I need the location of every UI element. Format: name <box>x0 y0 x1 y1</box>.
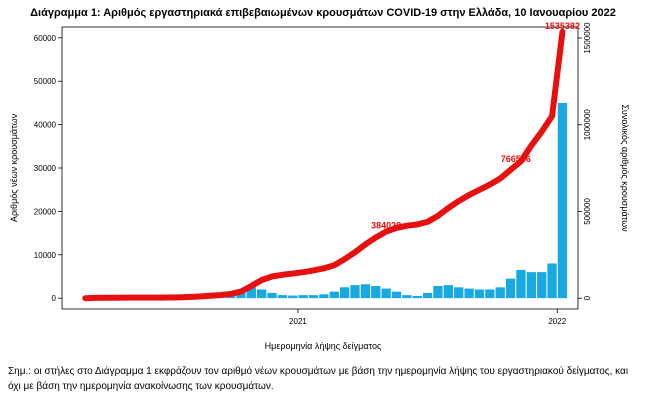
bar <box>381 288 391 299</box>
x-axis-label: Ημερομηνία λήψης δείγματος <box>265 341 382 351</box>
bar <box>505 278 516 299</box>
bar <box>236 292 246 299</box>
bar <box>412 295 422 299</box>
bar <box>225 296 236 299</box>
y-tick-label: 20000 <box>34 207 57 216</box>
y-tick-label: 40000 <box>34 121 57 130</box>
bar <box>537 272 547 299</box>
bar <box>422 292 433 299</box>
bar <box>308 295 319 299</box>
y2-tick-label: 0 <box>583 295 592 300</box>
bar <box>433 286 443 299</box>
bar <box>474 289 485 299</box>
bar <box>319 294 329 299</box>
page: {"chart_data": { "type": "bar", "title":… <box>8 7 630 392</box>
bar <box>516 269 526 299</box>
y2-tick-label: 1500000 <box>583 22 592 54</box>
x-tick-label: 2022 <box>548 317 566 326</box>
cumulative-line <box>82 28 566 302</box>
y2-tick-label: 1000000 <box>583 109 592 141</box>
bar <box>547 263 557 299</box>
bar <box>526 272 536 299</box>
chart: Διάγραμμα 1: Αριθμός εργαστηριακά επιβεβ… <box>9 7 630 351</box>
bar <box>277 295 288 299</box>
bar <box>339 287 350 299</box>
bar <box>443 285 454 299</box>
y-tick-label: 0 <box>52 294 57 303</box>
footnote: Σημ.: οι στήλες στο Διάγραμμα 1 εκφράζου… <box>8 366 629 392</box>
bar <box>495 287 505 299</box>
y-axis-label: Αριθμός νέων κρουσμάτων <box>9 113 19 222</box>
bar <box>350 285 360 299</box>
y-tick-label: 30000 <box>34 164 57 173</box>
bar <box>298 295 308 299</box>
bar <box>402 295 412 299</box>
y2-tick-label: 500000 <box>583 198 592 225</box>
y2-axis-label: Συνολικός αριθμός κρουσμάτων <box>620 104 630 232</box>
y-tick-label: 60000 <box>34 34 57 43</box>
annotation: 766566 <box>501 154 531 164</box>
bar <box>288 295 298 299</box>
annotation: 1535382 <box>545 21 580 31</box>
bar <box>391 291 402 299</box>
bar <box>557 102 568 299</box>
x-tick-label: 2021 <box>289 317 307 326</box>
annotation: 384028 <box>371 221 401 231</box>
bar <box>267 292 277 299</box>
bar <box>371 286 381 299</box>
bar <box>464 288 474 299</box>
bar <box>256 289 267 299</box>
bar <box>246 287 256 299</box>
y-tick-label: 10000 <box>34 251 57 260</box>
bar <box>360 284 371 299</box>
bar <box>329 291 339 299</box>
y-tick-label: 50000 <box>34 77 57 86</box>
bar <box>485 289 495 299</box>
chart-title: Διάγραμμα 1: Αριθμός εργαστηριακά επιβεβ… <box>30 7 616 19</box>
bar <box>454 287 464 299</box>
